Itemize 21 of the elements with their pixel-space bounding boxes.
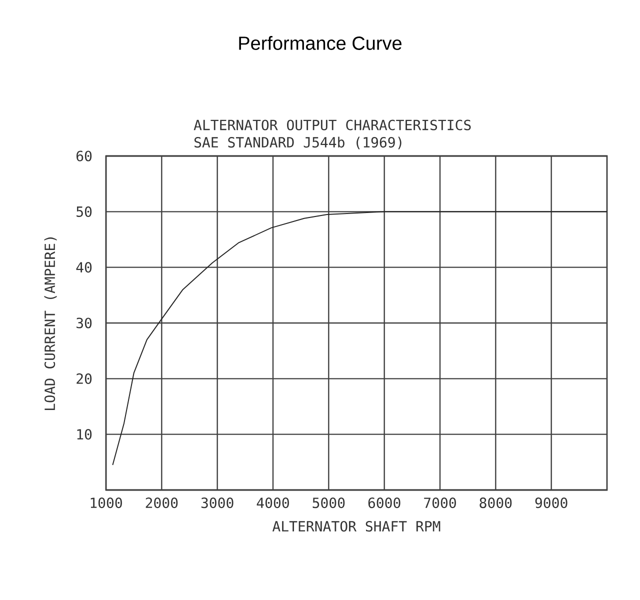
- y-tick-label: 40: [76, 262, 92, 273]
- x-tick-label: 5000: [312, 498, 345, 508]
- y-tick-label: 20: [76, 373, 92, 384]
- line-series: [112, 211, 607, 466]
- chart-title: Performance Curve: [239, 36, 402, 50]
- x-tick-label: 9000: [535, 498, 568, 508]
- x-tick-label: 4000: [256, 498, 289, 508]
- x-axis-title: ALTERNATOR SHAFT RPM: [272, 520, 440, 532]
- x-tick-label: 6000: [368, 498, 400, 508]
- x-tick-label: 7000: [424, 498, 456, 508]
- y-tick-label: 10: [77, 429, 92, 440]
- x-tick-label: 8000: [480, 498, 512, 508]
- y-axis-title: LOAD CURRENT (AMPERE): [44, 237, 57, 410]
- y-tick-label: 50: [76, 206, 92, 217]
- x-tick-label: 1000: [90, 498, 122, 508]
- chart-subtitle: ALTERNATOR OUTPUT CHARACTERISTICS: [194, 120, 471, 130]
- x-tick-label: 3000: [201, 498, 234, 508]
- text: SAE STANDARD J544b (1969): [194, 136, 402, 150]
- y-tick-label: 30: [76, 318, 92, 328]
- y-tick-label: 60: [76, 150, 92, 162]
- x-tick-label: 2000: [146, 498, 178, 508]
